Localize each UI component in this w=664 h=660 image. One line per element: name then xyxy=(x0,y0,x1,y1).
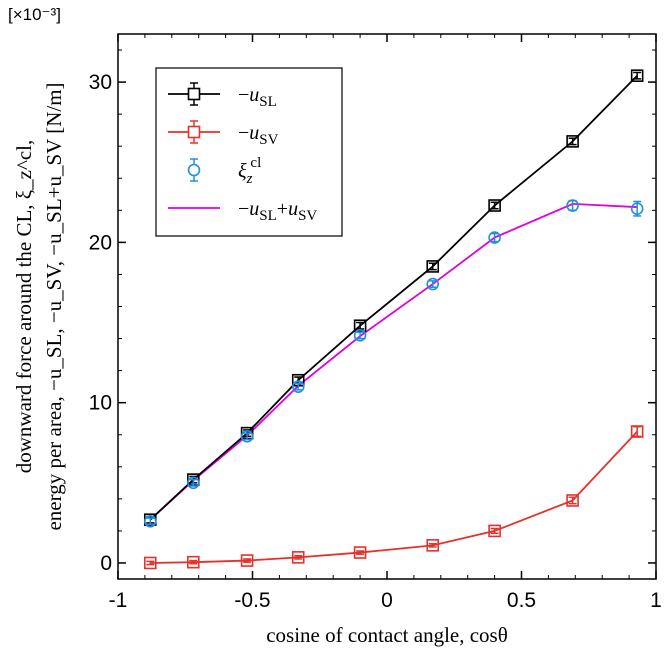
data-point-square xyxy=(426,539,440,552)
legend: −uSL −uSV ξzcl −uSL+uSV xyxy=(155,67,343,237)
data-point-square xyxy=(488,524,501,538)
data-point-circle xyxy=(488,231,501,244)
legend-entry-2: ξzcl xyxy=(238,155,261,187)
data-point-square xyxy=(353,319,367,333)
data-point-circle xyxy=(566,199,579,212)
data-point-circle xyxy=(143,514,157,528)
y-axis-label-line1: downward force around the CL, ξ_z^cl, xyxy=(12,140,36,474)
y-tick-label: 20 xyxy=(89,231,112,254)
legend-entry-3: −uSL+uSV xyxy=(238,198,317,224)
data-point-square xyxy=(143,556,157,570)
y-multiplier: [×10⁻³] xyxy=(8,5,61,24)
data-point-square xyxy=(353,546,367,559)
x-tick-label: -1 xyxy=(109,589,128,612)
data-point-circle xyxy=(291,380,305,393)
series-line-3 xyxy=(149,203,638,521)
data-point-circle xyxy=(240,430,254,443)
data-point-circle xyxy=(187,476,200,490)
data-point-circle xyxy=(426,277,440,291)
y-tick-label: 10 xyxy=(89,392,112,415)
series-line-1 xyxy=(150,430,638,564)
x-tick-label: 0 xyxy=(381,589,393,612)
y-tick-label: 0 xyxy=(100,552,112,575)
legend-entry-1: −uSV xyxy=(238,122,279,148)
data-point-square xyxy=(187,555,200,569)
x-tick-label: 0.5 xyxy=(507,589,536,612)
data-point-square xyxy=(488,199,501,212)
data-point-square xyxy=(566,135,579,148)
legend-entry-0: −uSL xyxy=(238,84,277,110)
data-point-square xyxy=(630,69,644,82)
legend-marker-square xyxy=(187,87,201,101)
data-point-square xyxy=(566,494,579,507)
legend-marker-circle xyxy=(187,163,201,177)
y-tick-label: 30 xyxy=(89,71,112,94)
data-point-square xyxy=(240,554,254,567)
data-point-square xyxy=(291,551,305,564)
y-axis-label-line2: energy per area, −u_SL, −u_SV, −u_SL+u_S… xyxy=(42,82,66,530)
data-point-circle xyxy=(353,329,367,342)
legend-marker-square xyxy=(187,125,201,139)
x-axis-label: cosine of contact angle, cosθ xyxy=(266,623,508,647)
data-point-circle xyxy=(630,202,644,216)
data-point-square xyxy=(630,425,644,438)
x-tick-label: 1 xyxy=(650,589,662,612)
data-point-square xyxy=(426,260,440,273)
x-tick-label: -0.5 xyxy=(234,589,270,612)
